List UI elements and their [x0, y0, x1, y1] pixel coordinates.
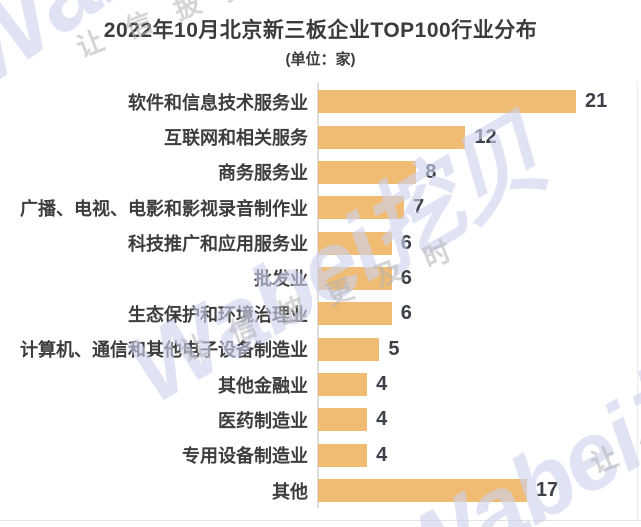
chart-row: 计算机、通信和其他电子设备制造业 5 [0, 332, 641, 367]
category-label: 生态保护和环境治理业 [128, 304, 308, 325]
value-label: 21 [585, 90, 608, 113]
category-label: 广播、电视、电影和影视录音制作业 [20, 198, 308, 219]
bar [318, 266, 392, 290]
category-label: 其他 [272, 481, 308, 502]
value-label: 5 [388, 337, 400, 360]
category-label: 商务服务业 [218, 163, 308, 184]
category-label: 医药制造业 [218, 410, 308, 431]
bottom-border-line [0, 520, 641, 521]
value-label: 4 [376, 443, 388, 466]
right-border-line [637, 82, 638, 520]
chart-row: 专用设备制造业 4 [0, 438, 641, 473]
value-label: 6 [400, 266, 412, 289]
bar [318, 302, 392, 326]
chart-unit-label: (单位：家) [285, 51, 356, 68]
value-label: 7 [413, 196, 425, 219]
category-label: 互联网和相关服务 [164, 128, 308, 149]
bar [318, 373, 368, 397]
category-label: 其他金融业 [218, 375, 308, 396]
value-label: 4 [376, 373, 388, 396]
bar [318, 196, 404, 220]
value-label: 17 [535, 479, 559, 502]
value-label: 6 [400, 302, 412, 325]
category-label: 批发业 [254, 269, 308, 290]
value-label: 8 [425, 160, 437, 183]
bar [318, 408, 368, 432]
bar [318, 231, 392, 255]
value-label: 12 [474, 125, 497, 148]
chart-row: 商务服务业 8 [0, 155, 641, 190]
category-label: 软件和信息技术服务业 [128, 92, 308, 113]
chart-row: 软件和信息技术服务业 21 [0, 84, 641, 119]
bar [318, 160, 417, 184]
chart-row: 其他 17 [0, 473, 641, 508]
category-label: 计算机、通信和其他电子设备制造业 [20, 340, 308, 361]
chart-row: 生态保护和环境治理业 6 [0, 296, 641, 331]
chart-row: 其他金融业 4 [0, 367, 641, 402]
value-label: 6 [400, 231, 412, 254]
chart-rows: 软件和信息技术服务业 21 互联网和相关服务 12 商务服务业 8 广播、电视、电影和影视录… [0, 84, 641, 508]
chart-row: 互联网和相关服务 12 [0, 119, 641, 154]
y-axis-line [317, 82, 319, 508]
value-label: 4 [376, 408, 388, 431]
title-block: 2022年10月北京新三板企业TOP100行业分布 (单位：家) [0, 14, 641, 69]
chart-row: 医药制造业 4 [0, 402, 641, 437]
bar [318, 90, 576, 114]
chart-title: 2022年10月北京新三板企业TOP100行业分布 [103, 19, 538, 42]
chart-row: 科技推广和应用服务业 6 [0, 225, 641, 260]
bar [318, 479, 527, 503]
chart-row: 批发业 6 [0, 261, 641, 296]
chart-row: 广播、电视、电影和影视录音制作业 7 [0, 190, 641, 225]
bar [318, 125, 466, 149]
category-label: 科技推广和应用服务业 [128, 234, 308, 255]
category-label: 专用设备制造业 [182, 446, 308, 467]
bar [318, 337, 380, 361]
bar [318, 443, 368, 467]
